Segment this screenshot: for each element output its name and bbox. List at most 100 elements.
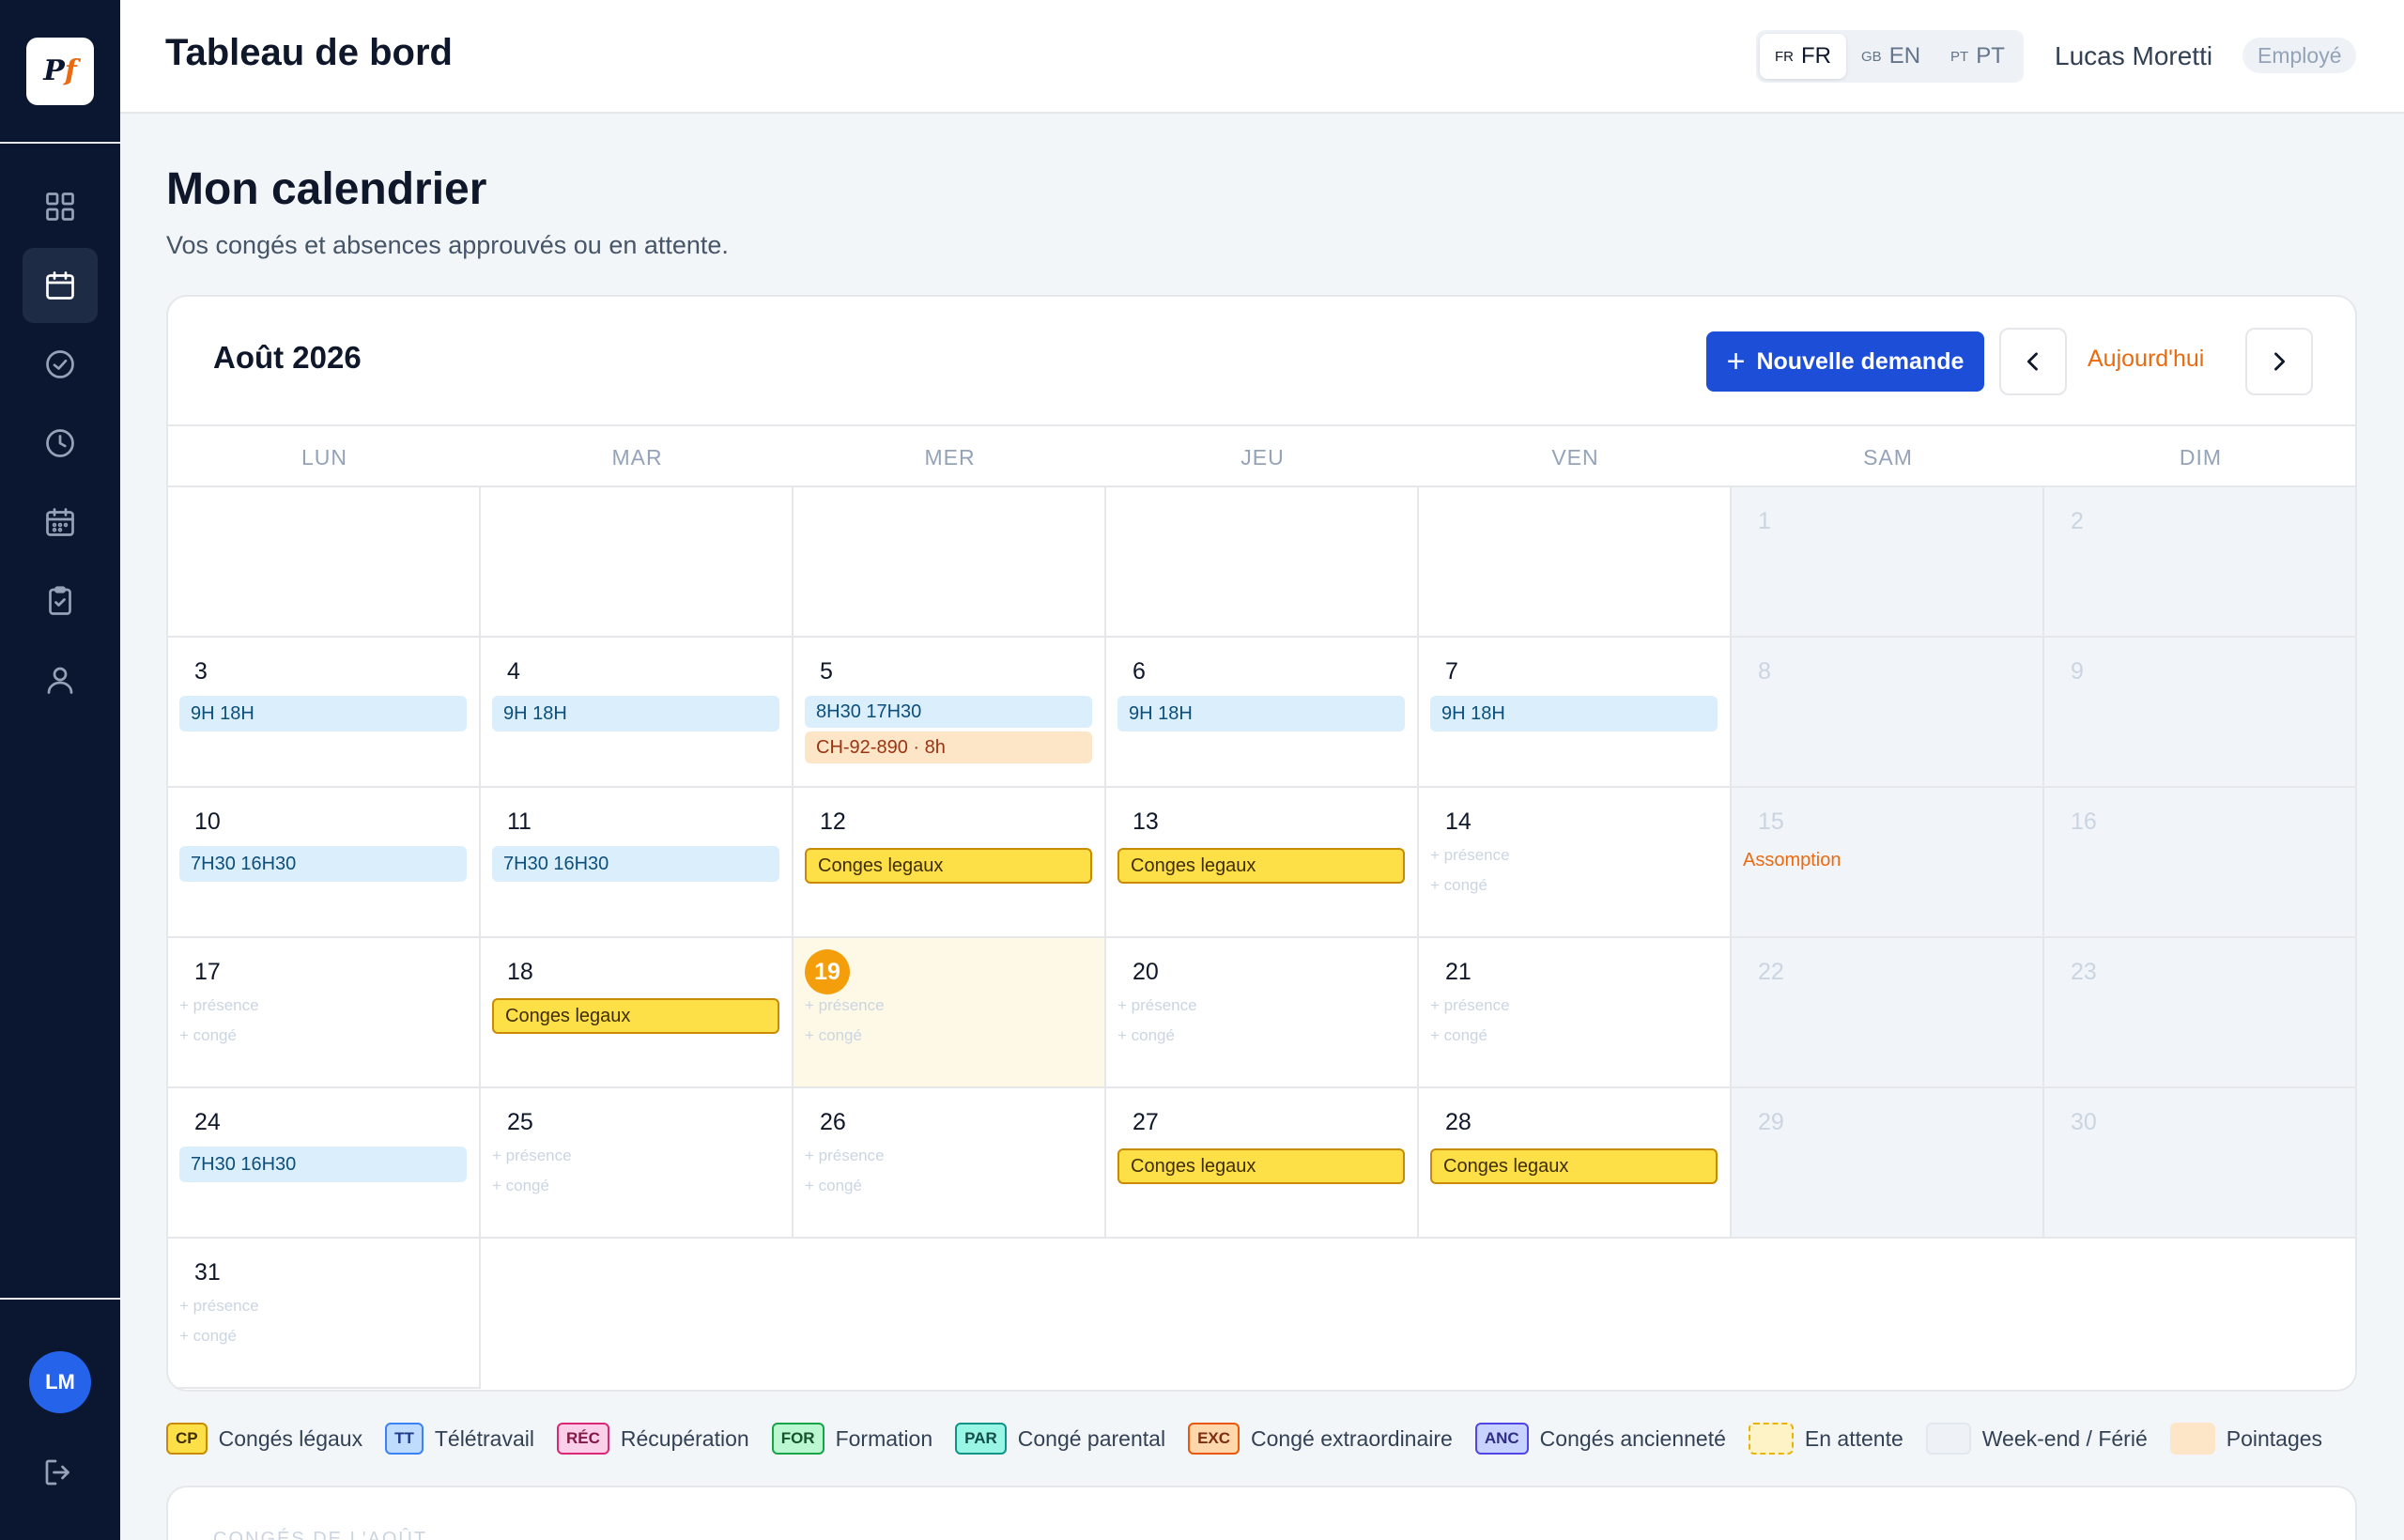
- new-request-button[interactable]: + Nouvelle demande: [1706, 331, 1984, 392]
- leave-event[interactable]: Conges legaux: [1117, 1148, 1405, 1184]
- day-cell[interactable]: 5 8H30 17H30 CH-92-890 · 8h: [794, 638, 1106, 788]
- add-presence-link[interactable]: + présence: [805, 1147, 885, 1164]
- day-cell[interactable]: 30: [2044, 1088, 2355, 1239]
- sidebar-item-planning[interactable]: [23, 485, 98, 560]
- lang-option-en[interactable]: GB EN: [1846, 34, 1935, 79]
- add-leave-link[interactable]: + congé: [179, 1026, 237, 1044]
- lang-option-fr[interactable]: FR FR: [1760, 34, 1846, 79]
- legend-item: PAR Congé parental: [955, 1423, 1165, 1455]
- day-cell[interactable]: 14 + présence + congé: [1419, 788, 1732, 938]
- holiday-label: Assomption: [1743, 850, 1842, 870]
- add-leave-link[interactable]: + congé: [1430, 1026, 1487, 1044]
- day-number: 18: [507, 959, 533, 985]
- legend: CP Congés légaux TT Télétravail RÉC Récupérat…: [166, 1422, 2345, 1455]
- time-entry-event[interactable]: 9H 18H: [492, 696, 779, 732]
- day-cell[interactable]: 9: [2044, 638, 2355, 788]
- day-cell[interactable]: 22: [1732, 938, 2044, 1088]
- add-presence-link[interactable]: + présence: [179, 996, 259, 1014]
- day-cell[interactable]: 15 Assomption: [1732, 788, 2044, 938]
- day-cell[interactable]: 24 7H30 16H30: [168, 1088, 481, 1239]
- sidebar-item-time[interactable]: [23, 406, 98, 481]
- today-button[interactable]: Aujourd'hui: [2088, 346, 2205, 372]
- day-cell[interactable]: 28 Conges legaux: [1419, 1088, 1732, 1239]
- page-subtitle: Vos congés et absences approuvés ou en a…: [166, 231, 729, 259]
- add-leave-link[interactable]: + congé: [179, 1327, 237, 1345]
- leave-event[interactable]: Conges legaux: [805, 848, 1092, 884]
- legend-label: Congé extraordinaire: [1251, 1425, 1453, 1451]
- check-circle-icon: [46, 350, 74, 378]
- add-leave-link[interactable]: + congé: [492, 1177, 549, 1194]
- sidebar-item-tasks[interactable]: [23, 563, 98, 639]
- day-cell[interactable]: 21 + présence + congé: [1419, 938, 1732, 1088]
- day-cell[interactable]: 20 + présence + congé: [1106, 938, 1419, 1088]
- day-cell[interactable]: 19 + présence + congé: [794, 938, 1106, 1088]
- time-entry-event[interactable]: 7H30 16H30: [179, 1147, 467, 1182]
- day-cell[interactable]: 23: [2044, 938, 2355, 1088]
- time-entry-event[interactable]: 9H 18H: [1430, 696, 1718, 732]
- day-cell[interactable]: 31 + présence + congé: [168, 1239, 481, 1389]
- day-cell[interactable]: 10 7H30 16H30: [168, 788, 481, 938]
- day-cell[interactable]: 25 + présence + congé: [481, 1088, 794, 1239]
- time-entry-event[interactable]: 8H30 17H30: [805, 696, 1092, 728]
- day-cell[interactable]: 8: [1732, 638, 2044, 788]
- day-cell[interactable]: 11 7H30 16H30: [481, 788, 794, 938]
- calendar-days-icon: [46, 508, 74, 536]
- sidebar-item-dashboard[interactable]: [23, 169, 98, 244]
- time-entry-event[interactable]: 9H 18H: [179, 696, 467, 732]
- previous-month-button[interactable]: [1999, 328, 2067, 395]
- add-presence-link[interactable]: + présence: [1430, 846, 1510, 864]
- add-presence-link[interactable]: + présence: [1430, 996, 1510, 1014]
- day-cell[interactable]: 18 Conges legaux: [481, 938, 794, 1088]
- logout-icon: [45, 1459, 69, 1486]
- add-leave-link[interactable]: + congé: [1117, 1026, 1175, 1044]
- legend-label: Congés légaux: [218, 1425, 363, 1451]
- day-cell[interactable]: 1: [1732, 487, 2044, 638]
- day-cell[interactable]: 17 + présence + congé: [168, 938, 481, 1088]
- calendar-grid: 1 2 3 9H 18H 4 9H 18H 5 8H30 17H30 CH-92-890 · 8…: [168, 487, 2355, 1390]
- day-cell[interactable]: 2: [2044, 487, 2355, 638]
- day-cell[interactable]: 27 Conges legaux: [1106, 1088, 1419, 1239]
- time-entry-event[interactable]: 7H30 16H30: [179, 846, 467, 882]
- lang-option-pt[interactable]: PT PT: [1935, 34, 2020, 79]
- legend-label: En attente: [1804, 1425, 1903, 1451]
- lang-label: EN: [1888, 43, 1921, 69]
- day-cell[interactable]: 4 9H 18H: [481, 638, 794, 788]
- day-cell[interactable]: 3 9H 18H: [168, 638, 481, 788]
- day-cell[interactable]: 26 + présence + congé: [794, 1088, 1106, 1239]
- add-presence-link[interactable]: + présence: [1117, 996, 1197, 1014]
- sidebar-item-profile[interactable]: [23, 642, 98, 717]
- leave-event[interactable]: Conges legaux: [1430, 1148, 1718, 1184]
- add-leave-link[interactable]: + congé: [805, 1026, 862, 1044]
- day-number: 22: [1758, 959, 1784, 985]
- clipboard-check-icon: [49, 586, 71, 615]
- day-number: 7: [1445, 658, 1458, 685]
- plus-icon: +: [1726, 344, 1746, 379]
- lang-label: FR: [1801, 43, 1831, 69]
- day-number: 9: [2071, 658, 2084, 685]
- add-leave-link[interactable]: + congé: [805, 1177, 862, 1194]
- time-entry-event[interactable]: 9H 18H: [1117, 696, 1405, 732]
- day-cell[interactable]: 13 Conges legaux: [1106, 788, 1419, 938]
- day-number: 15: [1758, 808, 1784, 835]
- month-leaves-card: CONGÉS DE L'AOÛT: [166, 1486, 2357, 1540]
- day-cell[interactable]: 12 Conges legaux: [794, 788, 1106, 938]
- add-presence-link[interactable]: + présence: [492, 1147, 572, 1164]
- sidebar-item-approvals[interactable]: [23, 327, 98, 402]
- day-cell[interactable]: 7 9H 18H: [1419, 638, 1732, 788]
- day-cell[interactable]: 16: [2044, 788, 2355, 938]
- add-presence-link[interactable]: + présence: [179, 1297, 259, 1315]
- avatar[interactable]: LM: [29, 1351, 91, 1413]
- leave-event[interactable]: Conges legaux: [492, 998, 779, 1034]
- sidebar-item-calendar[interactable]: [23, 248, 98, 323]
- next-month-button[interactable]: [2245, 328, 2313, 395]
- add-presence-link[interactable]: + présence: [805, 996, 885, 1014]
- day-cell[interactable]: 6 9H 18H: [1106, 638, 1419, 788]
- add-leave-link[interactable]: + congé: [1430, 876, 1487, 894]
- logout-button[interactable]: [41, 1455, 79, 1493]
- chevron-left-icon: [2026, 352, 2038, 371]
- pending-event[interactable]: CH-92-890 · 8h: [805, 732, 1092, 763]
- leave-event[interactable]: Conges legaux: [1117, 848, 1405, 884]
- time-entry-event[interactable]: 7H30 16H30: [492, 846, 779, 882]
- day-cell[interactable]: 29: [1732, 1088, 2044, 1239]
